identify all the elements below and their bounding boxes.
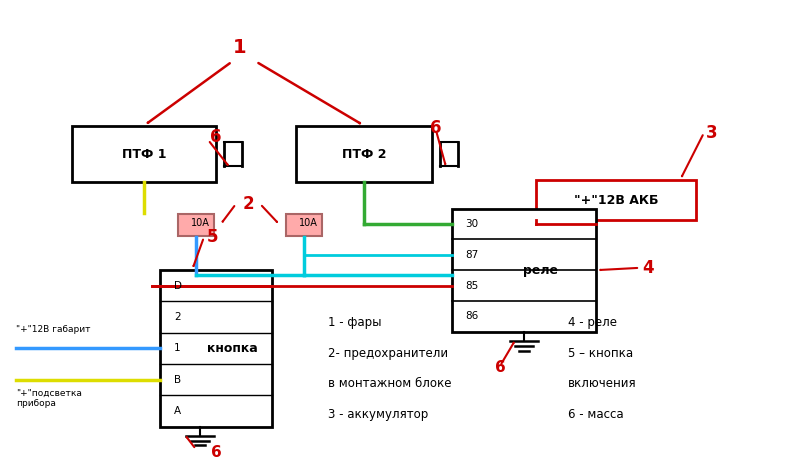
Text: 2: 2 xyxy=(242,195,254,213)
Text: 10А: 10А xyxy=(190,218,210,228)
FancyBboxPatch shape xyxy=(452,209,596,332)
Text: включения: включения xyxy=(568,377,637,391)
Text: 6: 6 xyxy=(210,128,222,146)
Text: "+"подсветка
прибора: "+"подсветка прибора xyxy=(16,389,82,408)
Text: 2- предохранители: 2- предохранители xyxy=(328,346,448,360)
Text: 6: 6 xyxy=(430,119,442,137)
Text: 1: 1 xyxy=(174,343,181,354)
FancyBboxPatch shape xyxy=(72,126,216,182)
Text: "+"12В габарит: "+"12В габарит xyxy=(16,325,90,334)
Text: 1: 1 xyxy=(233,38,247,57)
Text: B: B xyxy=(174,374,181,385)
Text: 86: 86 xyxy=(466,311,478,321)
Text: A: A xyxy=(174,406,181,416)
Text: 6: 6 xyxy=(494,360,506,375)
Text: 6: 6 xyxy=(210,445,222,460)
Text: 6 - масса: 6 - масса xyxy=(568,408,624,421)
Text: в монтажном блоке: в монтажном блоке xyxy=(328,377,451,391)
Text: 30: 30 xyxy=(466,219,478,229)
Text: 87: 87 xyxy=(466,250,478,260)
Text: 3: 3 xyxy=(706,124,718,142)
FancyBboxPatch shape xyxy=(286,214,322,236)
Text: 85: 85 xyxy=(466,281,478,291)
Text: 5: 5 xyxy=(206,228,218,246)
Text: 4 - реле: 4 - реле xyxy=(568,316,617,329)
Text: "+"12В АКБ: "+"12В АКБ xyxy=(574,194,658,207)
FancyBboxPatch shape xyxy=(178,214,214,236)
Text: ПТФ 2: ПТФ 2 xyxy=(342,147,386,161)
FancyBboxPatch shape xyxy=(160,270,272,427)
Text: кнопка: кнопка xyxy=(206,342,258,355)
FancyBboxPatch shape xyxy=(296,126,432,182)
Text: 5 – кнопка: 5 – кнопка xyxy=(568,346,633,360)
FancyBboxPatch shape xyxy=(536,180,696,220)
Text: D: D xyxy=(174,281,182,291)
Text: 3 - аккумулятор: 3 - аккумулятор xyxy=(328,408,428,421)
Text: 4: 4 xyxy=(642,259,654,277)
Text: ПТФ 1: ПТФ 1 xyxy=(122,147,166,161)
Text: 1 - фары: 1 - фары xyxy=(328,316,382,329)
Text: 10А: 10А xyxy=(298,218,318,228)
Text: реле: реле xyxy=(522,264,558,277)
Text: 2: 2 xyxy=(174,312,181,322)
